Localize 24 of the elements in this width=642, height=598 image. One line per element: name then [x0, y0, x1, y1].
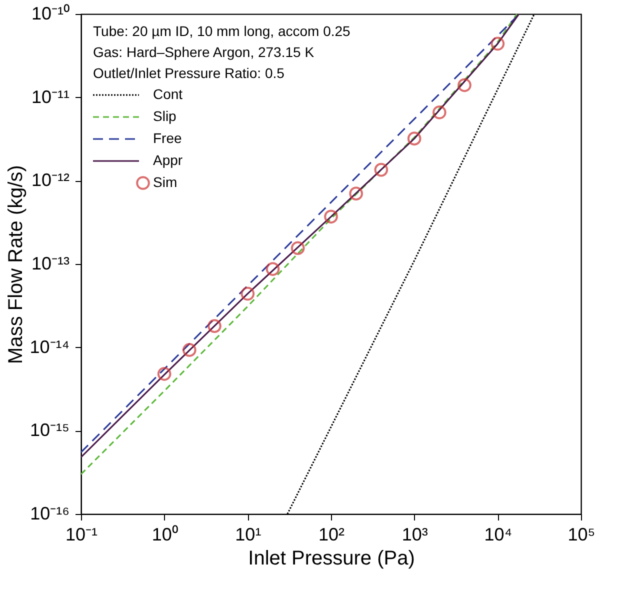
y-tick-label: 10⁻¹⁶	[30, 504, 70, 524]
x-tick-label: 10³	[402, 524, 428, 544]
x-tick-label: 10⁵	[568, 524, 596, 544]
annotation: Tube: 20 µm ID, 10 mm long, accom 0.25	[93, 23, 351, 39]
y-tick-label: 10⁻¹⁵	[30, 420, 70, 440]
y-axis-title: Mass Flow Rate (kg/s)	[4, 165, 27, 364]
x-tick-label: 10¹	[235, 524, 262, 544]
x-tick-label: 10⁻¹	[65, 524, 98, 544]
legend-label: Appr	[153, 152, 183, 168]
x-tick-label: 10²	[318, 524, 345, 544]
legend-label: Cont	[153, 86, 183, 102]
y-tick-label: 10⁻¹¹	[31, 86, 70, 107]
annotation: Gas: Hard–Sphere Argon, 273.15 K	[93, 44, 315, 60]
y-tick-label: 10⁻¹⁰	[31, 4, 70, 24]
legend-label: Sim	[153, 174, 178, 190]
y-tick-label: 10⁻¹⁴	[30, 336, 70, 357]
annotation: Outlet/Inlet Pressure Ratio: 0.5	[93, 65, 285, 81]
x-tick-label: 10⁰	[152, 524, 178, 544]
y-tick-label: 10⁻¹²	[31, 170, 70, 190]
legend-label: Free	[153, 130, 182, 146]
y-tick-label: 10⁻¹³	[31, 254, 70, 274]
x-tick-label: 10⁴	[484, 524, 512, 544]
legend-label: Slip	[153, 108, 177, 124]
x-axis-title: Inlet Pressure (Pa)	[248, 548, 415, 570]
